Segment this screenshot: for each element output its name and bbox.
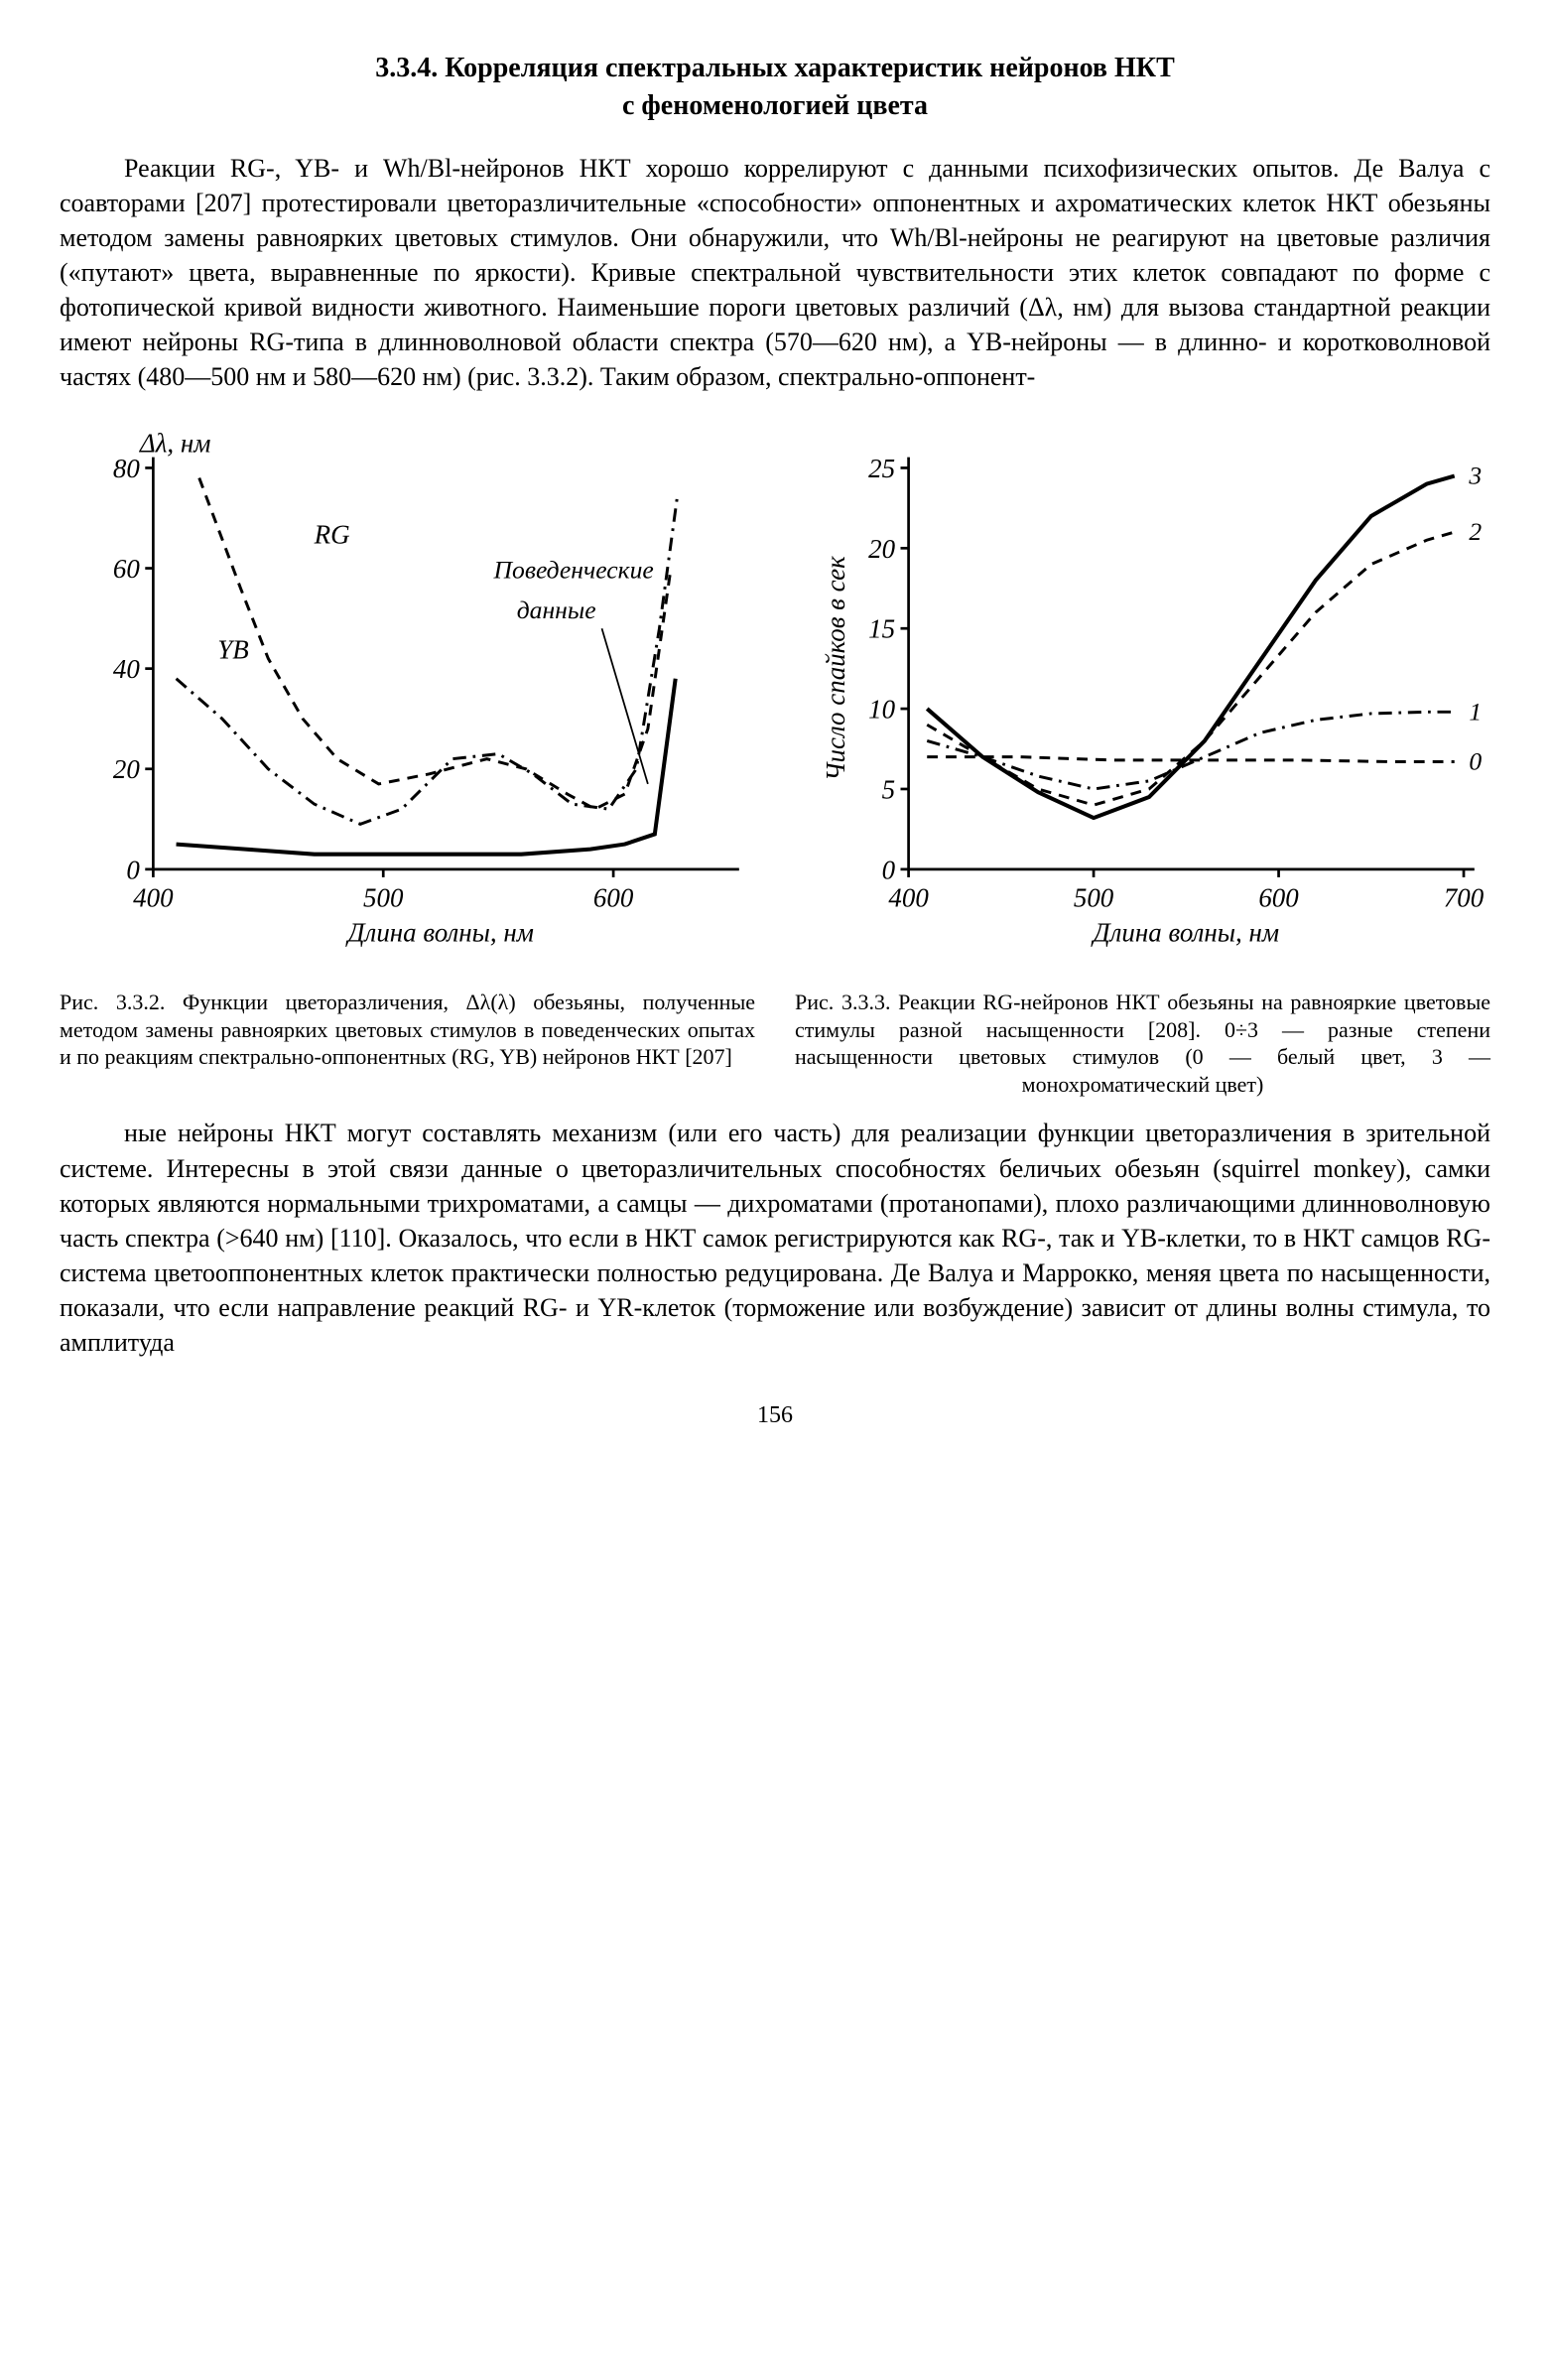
- svg-text:15: 15: [868, 614, 895, 644]
- svg-text:0: 0: [1469, 747, 1482, 776]
- svg-text:60: 60: [113, 554, 140, 584]
- svg-text:5: 5: [882, 775, 895, 805]
- figure-3-3-3-text: Реакции RG-нейронов НКТ обезьяны на равн…: [795, 990, 1490, 1097]
- svg-text:400: 400: [133, 883, 174, 913]
- svg-text:1: 1: [1469, 698, 1482, 727]
- figure-3-3-3-id: Рис. 3.3.3.: [795, 990, 890, 1014]
- section-title-line1: Корреляция спектральных характеристик не…: [445, 53, 1175, 83]
- svg-text:400: 400: [888, 883, 929, 913]
- section-heading: 3.3.4. Корреляция спектральных характери…: [60, 50, 1490, 125]
- svg-text:700: 700: [1444, 883, 1485, 913]
- svg-text:Поведенческие: Поведенческие: [493, 556, 654, 585]
- svg-text:40: 40: [113, 654, 140, 684]
- section-title-line2: с феноменологией цвета: [622, 90, 928, 121]
- figure-3-3-3-caption: Рис. 3.3.3. Реакции RG-нейронов НКТ обез…: [795, 989, 1490, 1098]
- figure-3-3-2-id: Рис. 3.3.2.: [60, 990, 165, 1014]
- svg-text:YB: YB: [217, 635, 248, 665]
- svg-text:RG: RG: [314, 520, 350, 550]
- svg-text:Длина волны, нм: Длина волны, нм: [344, 918, 534, 948]
- figure-3-3-3: 0510152025400500600700Число спайков в се…: [795, 428, 1490, 1098]
- svg-text:20: 20: [113, 754, 140, 784]
- svg-text:600: 600: [1258, 883, 1299, 913]
- svg-text:2: 2: [1469, 517, 1482, 546]
- svg-text:3: 3: [1468, 462, 1482, 490]
- page-number: 156: [60, 1399, 1490, 1431]
- svg-text:Число спайков в сек: Число спайков в сек: [821, 556, 850, 781]
- svg-text:0: 0: [882, 856, 896, 885]
- figure-3-3-2: 0 20 40 60 80 400 500 600 Δλ, нм Длина волны, нм R…: [60, 428, 755, 1098]
- svg-text:20: 20: [868, 534, 895, 564]
- svg-text:500: 500: [1074, 883, 1114, 913]
- svg-text:500: 500: [363, 883, 404, 913]
- svg-text:Длина волны, нм: Длина волны, нм: [1091, 918, 1280, 948]
- figure-3-3-2-caption: Рис. 3.3.2. Функции цветоразличения, Δλ(…: [60, 989, 755, 1071]
- svg-text:10: 10: [868, 695, 895, 725]
- figures-row: 020406080400500600Δλ, нмДлина волны, нмR…: [60, 428, 1490, 1098]
- figure-3-3-3-chart: 0510152025400500600700Число спайков в се…: [795, 428, 1490, 963]
- svg-text:80: 80: [113, 454, 140, 483]
- svg-text:0: 0: [126, 856, 140, 885]
- svg-text:данные: данные: [517, 595, 596, 624]
- svg-text:600: 600: [593, 883, 634, 913]
- svg-text:25: 25: [868, 454, 895, 483]
- figure-3-3-2-text: Функции цветоразличения, Δλ(λ) обезьяны,…: [60, 990, 755, 1069]
- svg-text:Δλ, нм: Δλ, нм: [139, 429, 211, 459]
- figure-3-3-2-chart: 0 20 40 60 80 400 500 600 Δλ, нм Длина волны, нм R…: [60, 428, 755, 963]
- paragraph-1: Реакции RG-, YB- и Wh/Bl-нейронов НКТ хо…: [60, 151, 1490, 395]
- section-number: 3.3.4.: [375, 53, 438, 83]
- paragraph-2: ные нейроны НКТ могут составлять механиз…: [60, 1116, 1490, 1360]
